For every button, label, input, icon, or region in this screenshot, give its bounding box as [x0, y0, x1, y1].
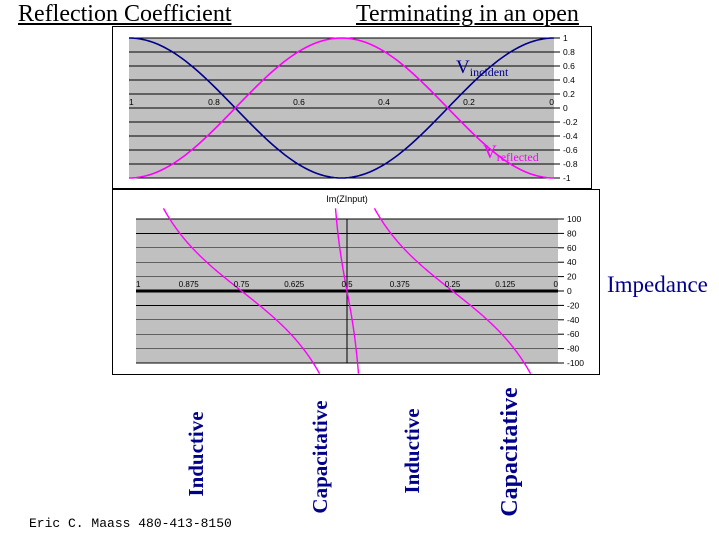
svg-text:80: 80	[567, 228, 577, 238]
svg-text:-20: -20	[567, 300, 580, 310]
svg-text:0.875: 0.875	[179, 280, 200, 289]
svg-text:0.625: 0.625	[284, 280, 305, 289]
svg-text:0.75: 0.75	[234, 280, 250, 289]
svg-text:-100: -100	[567, 358, 584, 368]
svg-text:0: 0	[554, 280, 559, 289]
svg-text:40: 40	[567, 257, 577, 267]
svg-text:Im(ZInput): Im(ZInput)	[326, 194, 368, 204]
svg-text:-80: -80	[567, 344, 580, 354]
svg-text:-40: -40	[567, 315, 580, 325]
svg-text:0.25: 0.25	[445, 280, 461, 289]
svg-text:20: 20	[567, 272, 577, 282]
svg-text:0.375: 0.375	[390, 280, 411, 289]
svg-text:100: 100	[567, 214, 581, 224]
svg-text:1: 1	[136, 280, 141, 289]
svg-text:0: 0	[567, 286, 572, 296]
svg-text:0.125: 0.125	[495, 280, 516, 289]
svg-text:60: 60	[567, 243, 577, 253]
svg-text:-60: -60	[567, 329, 580, 339]
svg-text:0.5: 0.5	[341, 280, 353, 289]
